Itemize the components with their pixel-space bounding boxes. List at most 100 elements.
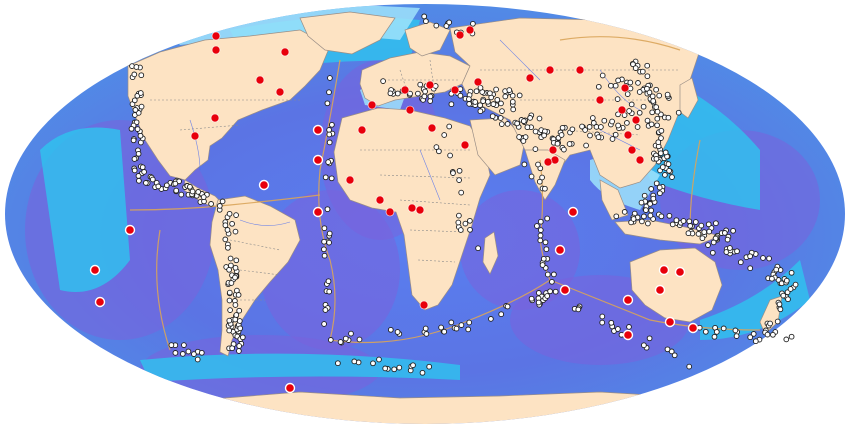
seismic-station-marker bbox=[324, 206, 331, 213]
seismic-station-marker bbox=[671, 352, 678, 359]
seismic-station-marker bbox=[785, 296, 791, 303]
seismic-station-marker bbox=[194, 356, 201, 363]
ocean-station-marker bbox=[559, 284, 571, 296]
seismic-station-marker bbox=[325, 278, 332, 285]
seismic-station-marker bbox=[480, 98, 486, 104]
seismic-station-marker bbox=[178, 191, 185, 198]
seismic-station-marker bbox=[516, 92, 523, 99]
seismic-station-marker bbox=[561, 146, 567, 153]
seismic-station-marker bbox=[774, 318, 781, 325]
ocean-station-marker bbox=[312, 206, 324, 218]
seismic-station-marker bbox=[612, 82, 619, 89]
seismic-station-marker bbox=[387, 326, 394, 333]
seismic-station-marker bbox=[326, 139, 333, 146]
seismic-station-marker bbox=[658, 213, 665, 220]
seismic-station-marker bbox=[485, 98, 491, 105]
seismic-station-marker bbox=[615, 77, 621, 84]
japan bbox=[679, 77, 699, 119]
infrasound-station-marker bbox=[425, 80, 435, 90]
seismic-station-marker bbox=[173, 187, 180, 194]
seismic-station-marker bbox=[566, 141, 573, 147]
seismic-station-marker bbox=[767, 320, 773, 327]
seismic-station-marker bbox=[639, 68, 646, 75]
seismic-station-marker bbox=[376, 356, 382, 363]
seismic-station-marker bbox=[734, 248, 740, 255]
seismic-station-marker bbox=[724, 236, 731, 243]
seismic-station-marker bbox=[226, 266, 232, 273]
seismic-station-marker bbox=[662, 172, 668, 178]
seismic-station-marker bbox=[665, 161, 672, 167]
seismic-station-marker bbox=[458, 322, 465, 328]
seismic-station-marker bbox=[200, 194, 207, 200]
seismic-station-marker bbox=[477, 108, 484, 115]
seismic-station-marker bbox=[499, 108, 505, 114]
seismic-station-marker bbox=[664, 346, 671, 353]
seismic-station-marker bbox=[335, 360, 341, 367]
seismic-station-marker bbox=[130, 137, 137, 144]
seismic-station-marker bbox=[433, 144, 440, 150]
seismic-station-marker bbox=[686, 363, 693, 370]
seismic-station-marker bbox=[208, 201, 214, 207]
seismic-station-marker bbox=[770, 331, 776, 338]
seismic-station-marker bbox=[615, 122, 621, 129]
ocean-station-marker bbox=[258, 179, 270, 191]
seismic-station-marker bbox=[630, 216, 637, 222]
seismic-station-marker bbox=[627, 79, 634, 86]
seismic-station-marker bbox=[510, 106, 517, 113]
seismic-station-marker bbox=[236, 318, 243, 324]
seismic-station-marker bbox=[138, 72, 145, 79]
seismic-station-marker bbox=[539, 262, 546, 268]
infrasound-station-marker bbox=[575, 65, 585, 75]
seismic-station-marker bbox=[407, 90, 413, 97]
seismic-station-marker bbox=[640, 103, 647, 110]
seismic-station-marker bbox=[702, 328, 709, 335]
seismic-station-marker bbox=[128, 125, 135, 132]
ocean-station-marker bbox=[284, 382, 296, 394]
infrasound-station-marker bbox=[375, 195, 385, 205]
seismic-station-marker bbox=[224, 227, 231, 233]
seismic-station-marker bbox=[467, 217, 473, 224]
seismic-station-marker bbox=[657, 150, 664, 157]
seismic-station-marker bbox=[646, 335, 653, 342]
infrasound-station-marker bbox=[400, 85, 410, 95]
seismic-station-marker bbox=[421, 93, 428, 100]
seismic-station-marker bbox=[669, 174, 675, 180]
seismic-station-marker bbox=[222, 236, 229, 243]
seismic-station-marker bbox=[509, 92, 516, 99]
ocean-station-marker bbox=[94, 296, 106, 308]
arabia bbox=[469, 117, 526, 176]
seismic-station-marker bbox=[783, 277, 790, 284]
seismic-station-marker bbox=[456, 177, 462, 183]
seismic-station-marker bbox=[680, 218, 687, 224]
seismic-station-marker bbox=[539, 174, 545, 181]
seismic-station-marker bbox=[647, 201, 653, 207]
seismic-station-marker bbox=[615, 326, 621, 332]
seismic-station-marker bbox=[198, 349, 205, 356]
seismic-station-marker bbox=[685, 230, 692, 237]
seismic-station-marker bbox=[644, 117, 651, 124]
seismic-station-marker bbox=[634, 124, 641, 130]
seismic-station-marker bbox=[509, 98, 516, 105]
seismic-station-marker bbox=[632, 65, 639, 71]
seismic-station-marker bbox=[191, 351, 197, 357]
seismic-station-marker bbox=[427, 93, 434, 100]
seismic-station-marker bbox=[730, 227, 736, 234]
scandinavia bbox=[404, 21, 451, 57]
seismic-station-marker bbox=[466, 319, 473, 326]
seismic-station-marker bbox=[475, 245, 481, 252]
seismic-station-marker bbox=[773, 266, 780, 273]
seismic-station-marker bbox=[326, 230, 333, 237]
seismic-station-marker bbox=[380, 78, 386, 84]
seismic-station-marker bbox=[536, 178, 543, 185]
seismic-station-marker bbox=[458, 189, 465, 196]
seismic-station-marker bbox=[450, 170, 456, 176]
seismic-stations bbox=[128, 13, 799, 376]
seismic-station-marker bbox=[654, 122, 660, 129]
seismic-station-marker bbox=[664, 91, 671, 98]
seismic-station-marker bbox=[222, 222, 229, 229]
infrasound-station-marker bbox=[345, 175, 355, 185]
seismic-station-marker bbox=[370, 360, 376, 367]
seismic-station-marker bbox=[232, 228, 239, 235]
seismic-station-marker bbox=[470, 20, 476, 27]
seismic-station-marker bbox=[419, 369, 426, 376]
